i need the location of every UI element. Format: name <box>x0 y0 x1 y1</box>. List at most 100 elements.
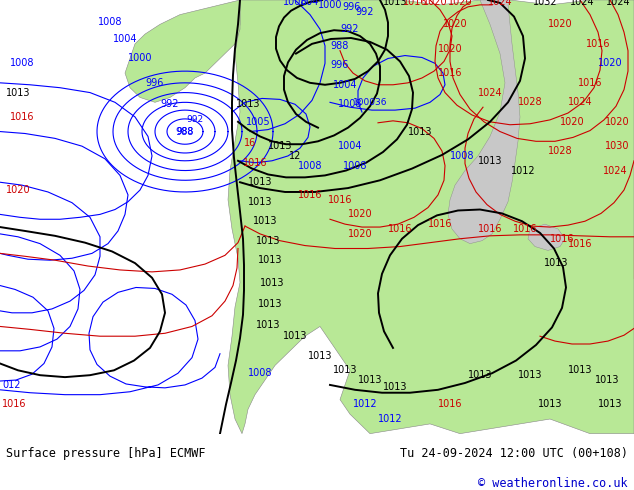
Text: 1008: 1008 <box>338 99 362 109</box>
Polygon shape <box>448 0 520 244</box>
Text: 996: 996 <box>343 2 361 12</box>
Text: 1004: 1004 <box>338 141 362 151</box>
Text: 1004: 1004 <box>333 80 357 90</box>
Text: 1013: 1013 <box>236 99 260 109</box>
Text: 1013: 1013 <box>544 258 568 268</box>
Text: 988: 988 <box>331 41 349 51</box>
Text: 1013: 1013 <box>598 399 622 410</box>
Text: 1016: 1016 <box>243 158 268 168</box>
Text: 1020: 1020 <box>6 185 30 195</box>
Text: 1030: 1030 <box>605 141 630 151</box>
Text: 1005: 1005 <box>246 117 270 127</box>
Text: 1024: 1024 <box>488 0 512 7</box>
Text: 996: 996 <box>146 78 164 88</box>
Text: 1013: 1013 <box>256 319 280 329</box>
Text: 1013: 1013 <box>358 375 382 385</box>
Polygon shape <box>125 0 240 102</box>
Text: 1008: 1008 <box>343 161 367 171</box>
Text: 1016: 1016 <box>2 399 26 410</box>
Text: 1032: 1032 <box>533 0 557 7</box>
Text: 1013: 1013 <box>248 177 272 187</box>
Text: 1013: 1013 <box>258 255 282 265</box>
Text: 1016: 1016 <box>578 78 602 88</box>
Text: 1020: 1020 <box>560 117 585 127</box>
Text: 1020: 1020 <box>347 209 372 220</box>
Text: 1013: 1013 <box>260 278 284 288</box>
Text: 1016: 1016 <box>437 68 462 78</box>
Text: 992: 992 <box>186 115 204 124</box>
Text: 1000: 1000 <box>127 53 152 64</box>
Text: 988: 988 <box>176 126 194 137</box>
Text: 1013: 1013 <box>283 331 307 341</box>
Text: 992: 992 <box>340 24 359 34</box>
Text: 1008: 1008 <box>298 161 322 171</box>
Text: 1016: 1016 <box>328 195 353 205</box>
Text: 1008: 1008 <box>248 368 272 378</box>
Text: 1013: 1013 <box>518 370 542 380</box>
Text: Tu 24-09-2024 12:00 UTC (00+108): Tu 24-09-2024 12:00 UTC (00+108) <box>399 447 628 460</box>
Text: 1016: 1016 <box>403 0 427 7</box>
Text: 1020: 1020 <box>347 229 372 239</box>
Text: 1013: 1013 <box>383 0 407 7</box>
Text: 1016: 1016 <box>513 224 537 234</box>
Text: 1008: 1008 <box>98 18 122 27</box>
Text: Surface pressure [hPa] ECMWF: Surface pressure [hPa] ECMWF <box>6 447 206 460</box>
Text: 1013: 1013 <box>478 156 502 166</box>
Text: 1016: 1016 <box>388 224 412 234</box>
Text: 1016: 1016 <box>586 39 611 49</box>
Text: 1020: 1020 <box>605 117 630 127</box>
Text: 1013: 1013 <box>538 399 562 410</box>
Text: 1016: 1016 <box>568 239 592 248</box>
Text: 1013: 1013 <box>253 216 277 226</box>
Text: 1013: 1013 <box>595 375 619 385</box>
Text: 992: 992 <box>356 7 374 17</box>
Text: 100036: 100036 <box>353 98 387 107</box>
Text: © weatheronline.co.uk: © weatheronline.co.uk <box>478 477 628 490</box>
Text: 1020: 1020 <box>448 0 472 7</box>
Text: 1012: 1012 <box>511 166 535 175</box>
Text: 1013: 1013 <box>256 236 280 245</box>
Text: 1013: 1013 <box>408 126 432 137</box>
Text: 996: 996 <box>331 60 349 70</box>
Text: 1028: 1028 <box>518 98 542 107</box>
Text: 1000: 1000 <box>318 0 342 10</box>
Text: 16: 16 <box>244 138 256 148</box>
Text: 1020: 1020 <box>443 20 467 29</box>
Text: 004: 004 <box>301 0 319 7</box>
Text: 1012: 1012 <box>378 414 403 424</box>
Text: 1013: 1013 <box>333 366 357 375</box>
Text: 1028: 1028 <box>548 146 573 156</box>
Polygon shape <box>528 224 565 250</box>
Text: 1020: 1020 <box>598 58 623 68</box>
Polygon shape <box>228 0 634 434</box>
Text: 1020: 1020 <box>437 44 462 54</box>
Text: 1013: 1013 <box>383 382 407 392</box>
Text: 1016: 1016 <box>437 399 462 410</box>
Text: 1008: 1008 <box>450 151 474 161</box>
Text: 1012: 1012 <box>353 399 377 410</box>
Text: 1013: 1013 <box>468 370 492 380</box>
Text: 992: 992 <box>161 99 179 109</box>
Text: 1008: 1008 <box>283 0 307 7</box>
Text: 1020: 1020 <box>423 0 448 7</box>
Text: 1004: 1004 <box>113 34 137 44</box>
Text: 1024: 1024 <box>603 166 627 175</box>
Text: 1013: 1013 <box>268 141 292 151</box>
Text: 1013: 1013 <box>248 196 272 207</box>
Text: 1020: 1020 <box>548 20 573 29</box>
Text: 1013: 1013 <box>568 366 592 375</box>
Text: 1024: 1024 <box>570 0 594 7</box>
Text: 1016: 1016 <box>428 219 452 229</box>
Text: 1016: 1016 <box>478 224 502 234</box>
Text: 1024: 1024 <box>605 0 630 7</box>
Text: 1013: 1013 <box>258 299 282 309</box>
Text: 1016: 1016 <box>298 190 322 200</box>
Text: 1024: 1024 <box>567 98 592 107</box>
Text: 1013: 1013 <box>307 351 332 361</box>
Text: 1013: 1013 <box>6 88 30 98</box>
Text: 988: 988 <box>176 127 193 136</box>
Text: 1008: 1008 <box>10 58 34 68</box>
Text: 1016: 1016 <box>10 112 34 122</box>
Text: 12: 12 <box>289 151 301 161</box>
Text: 1016: 1016 <box>550 234 574 244</box>
